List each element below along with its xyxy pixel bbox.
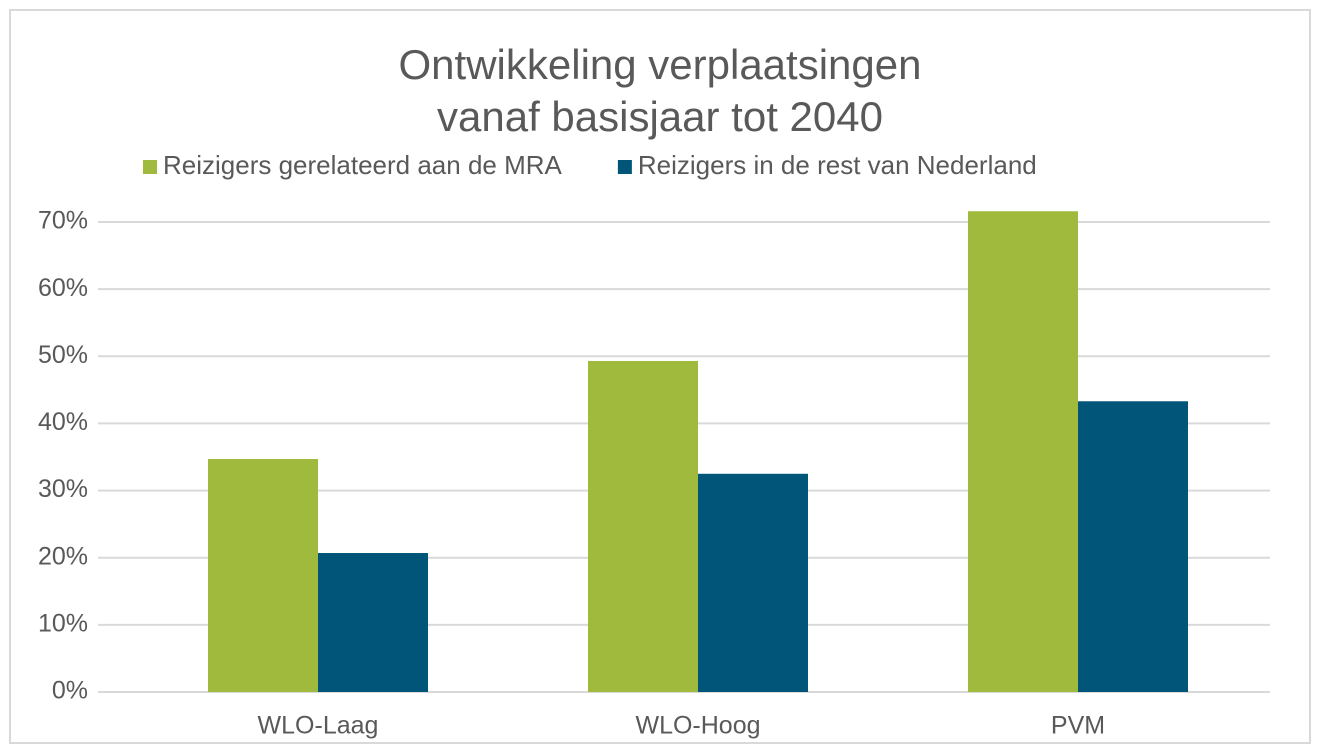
legend-label: Reizigers gerelateerd aan de MRA [163, 150, 563, 180]
bar [208, 459, 318, 692]
x-tick-label: WLO-Laag [258, 712, 379, 740]
y-tick-label: 50% [38, 341, 88, 369]
bar [1078, 401, 1188, 692]
legend-swatch [143, 160, 157, 174]
y-tick-label: 70% [38, 207, 88, 235]
chart-title: Ontwikkeling verplaatsingen [399, 41, 922, 88]
legend-swatch [617, 160, 632, 174]
bar [318, 553, 428, 692]
y-tick-label: 0% [52, 677, 88, 705]
x-tick-label: WLO-Hoog [635, 712, 760, 740]
bar [968, 211, 1078, 692]
bar [698, 473, 808, 692]
y-tick-label: 30% [38, 475, 88, 503]
chart-title: vanaf basisjaar tot 2040 [437, 93, 883, 140]
x-tick-label: PVM [1051, 712, 1105, 740]
y-tick-label: 60% [38, 274, 88, 302]
y-tick-label: 10% [38, 609, 88, 637]
legend-label: Reizigers in de rest van Nederland [638, 150, 1037, 180]
bar [588, 360, 698, 692]
y-tick-label: 20% [38, 542, 88, 570]
y-tick-label: 40% [38, 408, 88, 436]
